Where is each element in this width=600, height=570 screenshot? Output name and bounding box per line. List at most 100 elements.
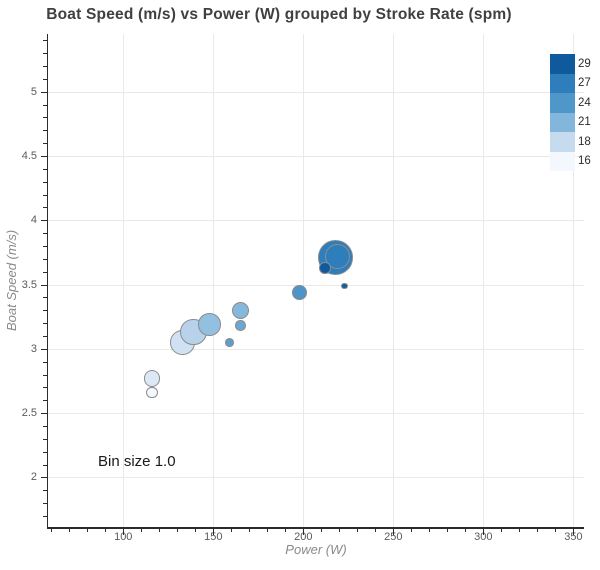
chart-title: Boat Speed (m/s) vs Power (W) grouped by… (46, 6, 512, 23)
data-point (341, 282, 348, 290)
y-gridline (48, 284, 584, 286)
x-minor-tick (411, 528, 413, 532)
y-minor-tick (43, 361, 47, 363)
y-minor-tick (43, 271, 47, 273)
y-axis-label: Boat Speed (m/s) (4, 229, 19, 331)
x-minor-tick (159, 528, 161, 532)
x-minor-tick (501, 528, 503, 532)
x-minor-tick (231, 528, 233, 532)
y-gridline (48, 413, 584, 415)
legend-swatch (550, 54, 575, 74)
x-minor-tick (375, 528, 377, 532)
legend-swatch (550, 132, 575, 152)
legend-swatch (550, 93, 575, 113)
x-gridline (123, 34, 125, 527)
data-point (292, 285, 307, 300)
y-tick-label: 3.5 (21, 278, 37, 291)
x-minor-tick (447, 528, 449, 532)
x-minor-tick (537, 528, 539, 532)
y-minor-tick (43, 78, 47, 80)
y-minor-tick (43, 387, 47, 389)
legend-label: 16 (578, 155, 591, 168)
legend-label: 18 (578, 135, 591, 148)
y-minor-tick (43, 194, 47, 196)
y-major-tick (40, 284, 47, 286)
x-gridline (483, 34, 485, 527)
legend-label: 24 (578, 96, 591, 109)
data-point (225, 338, 234, 347)
y-minor-tick (43, 374, 47, 376)
x-major-tick (393, 528, 395, 535)
x-gridline (573, 34, 575, 527)
x-minor-tick (177, 528, 179, 532)
y-gridline (48, 477, 584, 479)
y-gridline (48, 220, 584, 222)
x-minor-tick (555, 528, 557, 532)
y-minor-tick (43, 53, 47, 55)
y-minor-tick (43, 297, 47, 299)
x-minor-tick (321, 528, 323, 532)
x-minor-tick (69, 528, 71, 532)
y-minor-tick (43, 233, 47, 235)
y-minor-tick (43, 207, 47, 209)
x-gridline (213, 34, 215, 527)
y-minor-tick (43, 400, 47, 402)
data-point (319, 262, 331, 274)
y-minor-tick (43, 310, 47, 312)
legend-swatch (550, 73, 575, 93)
y-major-tick (40, 220, 47, 222)
y-minor-tick (43, 490, 47, 492)
y-tick-label: 2 (30, 471, 37, 484)
y-major-tick (40, 348, 47, 350)
y-minor-tick (43, 246, 47, 248)
x-tick-label: 150 (204, 531, 223, 543)
y-minor-tick (43, 426, 47, 428)
y-minor-tick (43, 516, 47, 518)
y-major-tick (40, 477, 47, 479)
x-tick-label: 300 (474, 531, 493, 543)
y-axis-spine (46, 34, 48, 529)
x-major-tick (213, 528, 215, 535)
y-tick-label: 3 (30, 342, 37, 355)
y-minor-tick (43, 143, 47, 145)
x-minor-tick (87, 528, 89, 532)
x-minor-tick (357, 528, 359, 532)
x-minor-tick (141, 528, 143, 532)
y-minor-tick (43, 258, 47, 260)
y-minor-tick (43, 40, 47, 42)
y-minor-tick (43, 117, 47, 119)
x-major-tick (123, 528, 125, 535)
data-point (198, 313, 221, 336)
y-major-tick (40, 91, 47, 93)
y-tick-label: 4.5 (21, 150, 37, 163)
y-minor-tick (43, 168, 47, 170)
data-point (143, 370, 161, 387)
data-point (146, 386, 158, 399)
y-minor-tick (43, 323, 47, 325)
x-major-tick (483, 528, 485, 535)
y-tick-label: 2.5 (21, 407, 37, 420)
y-minor-tick (43, 438, 47, 440)
y-minor-tick (43, 451, 47, 453)
y-minor-tick (43, 130, 47, 132)
x-tick-label: 350 (564, 531, 583, 543)
legend-label: 29 (578, 57, 591, 70)
y-gridline (48, 156, 584, 158)
y-tick-label: 5 (30, 85, 37, 98)
x-tick-label: 200 (294, 531, 313, 543)
y-gridline (48, 348, 584, 350)
y-tick-label: 4 (30, 214, 37, 227)
x-gridline (393, 34, 395, 527)
x-tick-label: 250 (384, 531, 403, 543)
y-minor-tick (43, 503, 47, 505)
legend-label: 21 (578, 116, 591, 129)
x-minor-tick (195, 528, 197, 532)
x-minor-tick (105, 528, 107, 532)
y-minor-tick (43, 66, 47, 68)
x-minor-tick (249, 528, 251, 532)
legend-swatch (550, 151, 575, 171)
y-minor-tick (43, 181, 47, 183)
x-minor-tick (339, 528, 341, 532)
